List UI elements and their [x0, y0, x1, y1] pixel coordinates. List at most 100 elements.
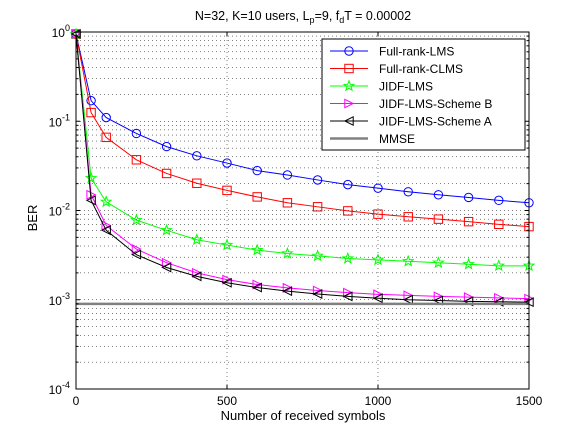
data-point-full-rank-clms — [222, 185, 232, 196]
series-jidf-lms — [69, 27, 536, 272]
legend-entry-jidf-lms: JIDF-LMS — [330, 79, 433, 94]
data-point-jidf-lms — [492, 259, 506, 272]
data-point-jidf-lms-scheme-a — [342, 291, 353, 302]
legend-entry-full-rank-clms: Full-rank-CLMS — [330, 62, 463, 76]
data-point-full-rank-lms — [433, 190, 444, 200]
series-line-full-rank-lms — [75, 33, 530, 204]
data-point-jidf-lms — [341, 251, 355, 264]
title-subscript-d: d — [339, 15, 344, 25]
legend-label: JIDF-LMS — [379, 80, 433, 94]
series-full-rank-lms — [71, 29, 534, 208]
data-point-full-rank-lms — [86, 95, 96, 106]
series-line-jidf-lms-scheme-b — [75, 33, 530, 300]
data-point-jidf-lms-scheme-b — [101, 220, 112, 231]
title-subscript-p: p — [310, 15, 315, 25]
legend-label: Full-rank-CLMS — [379, 62, 463, 76]
data-point-full-rank-clms — [494, 219, 504, 230]
legend-marker — [342, 79, 356, 92]
data-point-full-rank-clms — [131, 155, 142, 165]
data-point-jidf-lms-scheme-b — [192, 267, 203, 278]
data-point-jidf-lms-scheme-b — [222, 274, 233, 285]
series-full-rank-clms — [71, 29, 534, 232]
x-tick-label: 1000 — [365, 394, 392, 408]
data-point-full-rank-lms — [312, 175, 323, 185]
legend-label: JIDF-LMS-Scheme B — [379, 97, 492, 111]
data-point-jidf-lms-scheme-b — [282, 282, 293, 293]
chart-title: N=32, K=10 users, Lp=9, fdT = 0.00002 — [195, 9, 411, 25]
data-point-jidf-lms-scheme-b — [252, 279, 263, 290]
data-point-full-rank-lms — [101, 112, 111, 123]
data-point-full-rank-lms — [282, 170, 293, 180]
x-tick-label: 500 — [217, 394, 237, 408]
data-point-full-rank-lms — [463, 192, 474, 203]
series-line-full-rank-clms — [75, 33, 530, 228]
data-point-full-rank-lms — [161, 141, 172, 152]
axes — [75, 31, 530, 390]
data-point-full-rank-clms — [373, 209, 383, 219]
data-point-full-rank-clms — [343, 206, 353, 216]
data-point-jidf-lms-scheme-a — [312, 288, 323, 300]
title-part-1: N=32, K=10 users, L — [195, 9, 310, 23]
series-line-jidf-lms-scheme-a — [75, 33, 530, 303]
data-point-jidf-lms — [250, 243, 264, 256]
data-point-jidf-lms-scheme-b — [131, 244, 142, 255]
data-point-full-rank-clms — [192, 178, 202, 188]
data-point-full-rank-clms — [312, 202, 323, 212]
y-tick-label: 10-1 — [49, 112, 70, 129]
data-point-jidf-lms — [462, 257, 475, 270]
legend-label: Full-rank-LMS — [379, 45, 454, 59]
data-point-jidf-lms — [401, 254, 415, 267]
y-tick-label: 10-3 — [49, 291, 70, 308]
data-point-jidf-lms — [220, 238, 234, 251]
legend-entry-jidf-lms-scheme-b: JIDF-LMS-Scheme B — [330, 97, 492, 111]
data-point-full-rank-lms — [343, 179, 353, 190]
data-point-full-rank-lms — [222, 158, 232, 168]
x-tick-label: 0 — [73, 394, 80, 408]
data-point-jidf-lms — [130, 213, 143, 226]
legend-label: MMSE — [379, 132, 415, 146]
title-part-2: =9, f — [315, 9, 340, 23]
data-point-jidf-lms — [281, 246, 294, 259]
legend: Full-rank-LMS Full-rank-CLMS JIDF-LMS JIDF-… — [321, 38, 526, 151]
data-point-jidf-lms-scheme-a — [131, 249, 142, 260]
data-point-jidf-lms-scheme-a — [161, 262, 172, 273]
tick-labels: 0 500 1000 1500 10-4 10-3 10-2 10-1 100 — [49, 23, 543, 408]
data-point-full-rank-lms — [252, 165, 262, 176]
data-point-jidf-lms-scheme-a — [100, 225, 111, 236]
data-point-jidf-lms-scheme-a — [372, 293, 383, 304]
legend-entry-mmse: MMSE — [330, 132, 415, 146]
legend-label: JIDF-LMS-Scheme A — [379, 115, 492, 129]
title-part-3: T = 0.00002 — [344, 9, 411, 23]
data-point-full-rank-lms — [131, 128, 142, 139]
data-point-jidf-lms — [190, 233, 204, 246]
legend-entry-full-rank-lms: Full-rank-LMS — [330, 45, 454, 59]
x-axis-label: Number of received symbols — [221, 408, 386, 423]
series-layer — [69, 27, 536, 308]
data-point-jidf-lms-scheme-b — [312, 285, 323, 296]
data-point-full-rank-clms — [282, 198, 293, 208]
data-point-jidf-lms-scheme-a — [85, 195, 96, 206]
data-point-full-rank-lms — [494, 195, 504, 206]
data-point-jidf-lms-scheme-a — [191, 271, 202, 282]
data-point-full-rank-clms — [433, 214, 444, 224]
legend-marker — [344, 98, 355, 109]
data-point-full-rank-lms — [373, 183, 383, 193]
data-point-jidf-lms-scheme-a — [251, 282, 262, 293]
y-tick-label: 10-4 — [49, 380, 70, 397]
data-point-full-rank-clms — [463, 216, 474, 227]
data-point-jidf-lms-scheme-a — [221, 277, 232, 288]
data-point-full-rank-clms — [86, 107, 96, 118]
data-point-jidf-lms-scheme-a — [282, 286, 293, 297]
y-tick-label: 100 — [52, 23, 70, 40]
legend-marker — [344, 46, 354, 56]
legend-box — [321, 38, 526, 151]
x-tick-label: 1500 — [516, 394, 543, 408]
data-point-full-rank-clms — [403, 212, 413, 222]
data-point-jidf-lms — [84, 171, 98, 184]
data-point-jidf-lms — [432, 256, 445, 269]
y-axis-label: BER — [25, 205, 40, 232]
data-point-jidf-lms-scheme-a — [402, 294, 413, 305]
data-point-jidf-lms — [99, 195, 113, 208]
legend-entry-jidf-lms-scheme-a: JIDF-LMS-Scheme A — [330, 115, 492, 129]
